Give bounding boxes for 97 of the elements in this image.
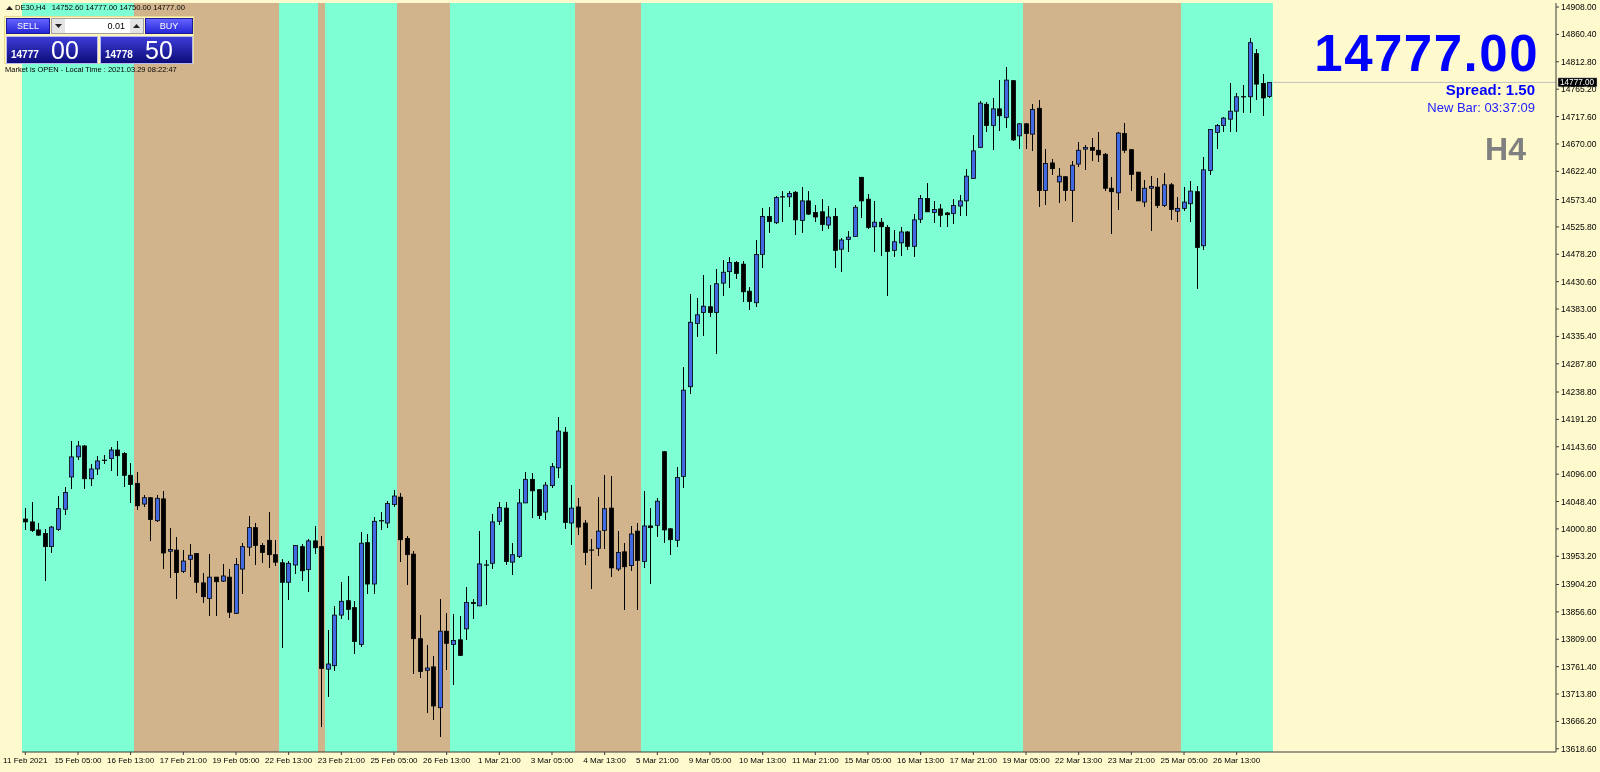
- y-tick-label: 14048.40: [1561, 496, 1597, 507]
- y-tick-label: 14238.80: [1561, 387, 1597, 398]
- candlestick: [260, 542, 265, 564]
- x-tick-label: 17 Feb 21:00: [159, 755, 208, 765]
- annotation: 14777.00: [1314, 25, 1539, 82]
- price-box: 14777 00: [6, 36, 98, 64]
- x-tick-label: 22 Feb 13:00: [265, 755, 313, 765]
- y-tick-label: 14622.40: [1561, 166, 1597, 177]
- candlestick: [727, 256, 732, 289]
- annotation: New Bar: 03:37:09: [1427, 100, 1535, 115]
- x-tick-label: 23 Feb 21:00: [317, 755, 366, 765]
- candlestick: [23, 507, 28, 531]
- ref-line-label: 14777.00: [1560, 78, 1595, 88]
- candlestick: [530, 472, 535, 519]
- candlestick: [458, 615, 463, 657]
- y-tick-label: 14908.00: [1561, 2, 1597, 13]
- candlestick: [892, 229, 897, 258]
- y-tick-label: 14096.00: [1561, 469, 1597, 480]
- candlestick: [1162, 172, 1167, 208]
- candlestick: [879, 217, 884, 257]
- candlestick: [497, 501, 502, 526]
- candlestick: [135, 471, 140, 511]
- x-tick-label: 15 Feb 05:00: [54, 755, 103, 765]
- candlestick: [859, 176, 864, 219]
- x-tick-label: 26 Mar 13:00: [1213, 755, 1261, 765]
- x-tick-label: 9 Mar 05:00: [688, 755, 732, 765]
- y-tick-label: 14717.60: [1561, 111, 1597, 122]
- x-tick-label: 22 Mar 13:00: [1055, 755, 1103, 765]
- x-tick-label: 11 Feb 2021: [3, 755, 48, 765]
- candlestick: [451, 613, 456, 686]
- x-tick-label: 17 Mar 21:00: [949, 755, 998, 765]
- y-tick-label: 14525.80: [1561, 221, 1597, 232]
- candlestick: [695, 297, 700, 338]
- annotation: 14778: [105, 49, 133, 60]
- y-tick-label: 13666.20: [1561, 716, 1597, 727]
- y-tick-label: 13856.60: [1561, 606, 1597, 617]
- candlestick: [293, 544, 298, 575]
- y-tick-label: 14191.20: [1561, 414, 1597, 425]
- candlestick: [767, 206, 772, 234]
- x-tick-label: 4 Mar 13:00: [583, 755, 627, 765]
- candlestick: [63, 486, 68, 516]
- annotation: 0.01: [107, 21, 125, 31]
- x-tick-label: 3 Mar 05:00: [530, 755, 574, 765]
- y-tick-label: 14000.80: [1561, 523, 1597, 534]
- x-tick-label: 11 Mar 21:00: [792, 755, 840, 765]
- annotation: 00: [51, 36, 79, 64]
- x-tick-label: 16 Mar 13:00: [897, 755, 945, 765]
- y-tick-label: 13713.80: [1561, 689, 1597, 700]
- x-tick-label: 16 Feb 13:00: [107, 755, 155, 765]
- x-tick-label: 1 Mar 21:00: [477, 755, 522, 765]
- x-tick-label: 25 Mar 05:00: [1160, 755, 1209, 765]
- x-tick-label: 23 Mar 21:00: [1107, 755, 1156, 765]
- annotation: H4: [1485, 131, 1526, 167]
- y-tick-label: 13904.20: [1561, 579, 1597, 590]
- candlestick: [701, 274, 706, 337]
- annotation: 14777: [11, 49, 39, 60]
- buy-button: BUY: [145, 18, 193, 34]
- y-tick-label: 14430.60: [1561, 276, 1597, 287]
- y-tick-label: 14670.00: [1561, 138, 1597, 149]
- y-tick-label: 13618.60: [1561, 743, 1597, 754]
- candlestick: [1083, 144, 1088, 171]
- annotation: 50: [145, 36, 173, 64]
- candlestick: [721, 259, 726, 297]
- x-tick-label: 5 Mar 21:00: [635, 755, 680, 765]
- sell-button: SELL: [6, 18, 50, 34]
- y-tick-label: 13809.00: [1561, 634, 1597, 645]
- y-tick-label: 14573.40: [1561, 194, 1597, 205]
- candlestick: [339, 581, 344, 620]
- y-tick-label: 13953.20: [1561, 551, 1597, 562]
- y-tick-label: 14335.40: [1561, 331, 1597, 342]
- lot-field: 0.01: [51, 18, 144, 34]
- x-tick-label: 26 Feb 13:00: [423, 755, 471, 765]
- x-tick-label: 25 Feb 05:00: [370, 755, 419, 765]
- candlestick: [576, 497, 581, 536]
- y-tick-label: 14383.00: [1561, 304, 1597, 315]
- y-tick-label: 13761.40: [1561, 661, 1597, 672]
- x-tick-label: 19 Feb 05:00: [212, 755, 261, 765]
- y-tick-label: 14478.20: [1561, 249, 1597, 260]
- candlestick: [1076, 141, 1081, 168]
- candlestick: [214, 576, 219, 617]
- y-tick-label: 14143.60: [1561, 441, 1597, 452]
- y-tick-label: 14812.80: [1561, 56, 1597, 67]
- candlestick: [56, 495, 61, 532]
- candlestick: [181, 549, 186, 574]
- x-tick-label: 15 Mar 05:00: [844, 755, 893, 765]
- x-tick-label: 10 Mar 13:00: [739, 755, 787, 765]
- annotation: BUY: [159, 20, 179, 31]
- y-tick-label: 14860.40: [1561, 29, 1597, 40]
- annotation: SELL: [16, 20, 40, 31]
- candlestick: [846, 230, 851, 253]
- x-tick-label: 19 Mar 05:00: [1002, 755, 1051, 765]
- price-box: 14778 50: [100, 36, 193, 64]
- candlestick: [69, 440, 74, 490]
- y-tick-label: 14287.80: [1561, 358, 1597, 369]
- annotation: Spread: 1.50: [1445, 81, 1535, 98]
- candlestick: [925, 182, 930, 213]
- candlestick: [483, 559, 490, 606]
